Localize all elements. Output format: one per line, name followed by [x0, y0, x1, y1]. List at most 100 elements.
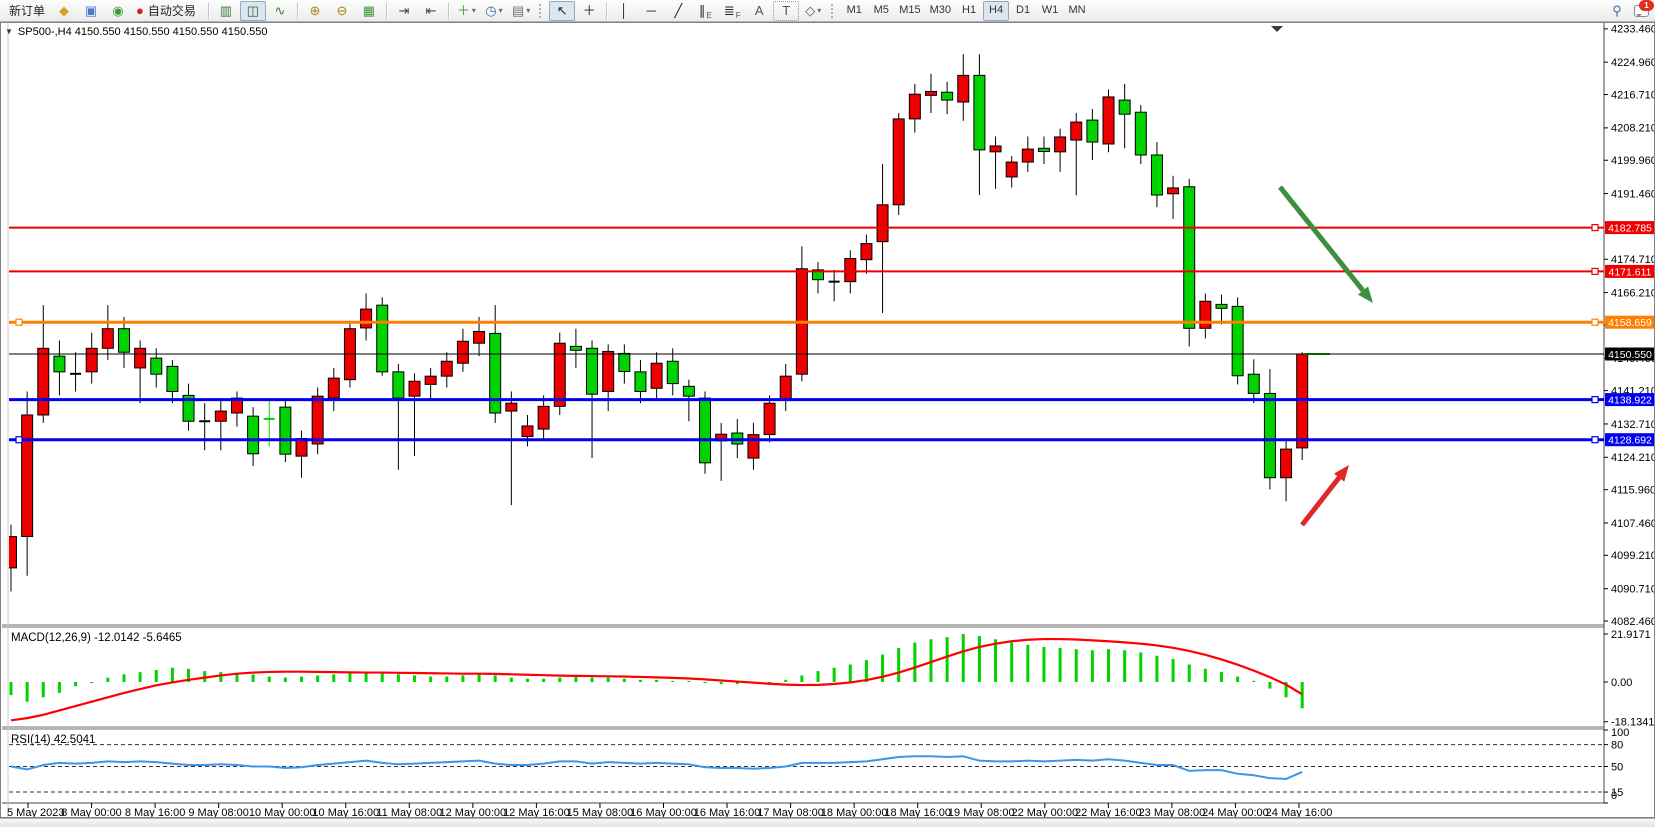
macd-histogram-bar [461, 675, 465, 682]
new-order-button[interactable]: 新订单 [9, 3, 46, 18]
timeframe-m1[interactable]: M1 [846, 4, 862, 16]
candle-body [117, 328, 130, 353]
text-label-icon[interactable]: T [773, 0, 800, 21]
up-arrow-head[interactable] [1334, 465, 1349, 482]
fibonacci-icon[interactable]: ≣ F [719, 1, 745, 21]
toolbar-grip[interactable] [831, 3, 836, 18]
periods-button[interactable]: ◷ ▾ [481, 1, 507, 21]
line-chart-icon[interactable]: ∿ [267, 1, 293, 21]
price-badge [1605, 264, 1654, 278]
horizontal-line-icon[interactable]: ─ [638, 1, 664, 21]
time-tick-label: 8 May 16:00 [125, 807, 186, 817]
candle-body [247, 415, 260, 455]
timeframe-w1[interactable]: W1 [1041, 4, 1059, 16]
gold-diamond-icon[interactable]: ◆ [51, 1, 77, 21]
collapse-icon[interactable]: ▼ [5, 27, 13, 36]
support-line-2-handle[interactable] [15, 436, 23, 444]
chart-shift-marker-icon[interactable] [1271, 26, 1283, 32]
candlestick-chart-icon-glyph: ◫ [246, 3, 260, 18]
trendline-icon[interactable]: ╱ [665, 1, 691, 21]
candlestick-chart-icon[interactable]: ◫ [239, 0, 266, 21]
auto-trading-button[interactable]: ● 自动交易 [132, 1, 204, 21]
macd-histogram-bar [267, 676, 271, 682]
candle-body [1118, 99, 1131, 115]
time-tick-label: 22 May 00:00 [1011, 807, 1078, 817]
pivot-line-handle[interactable] [15, 318, 23, 326]
macd-histogram-bar [671, 680, 675, 682]
macd-histogram-bar [945, 637, 949, 682]
zoom-in-icon[interactable]: ⊕ [302, 1, 328, 21]
chart-shift-icon[interactable]: ⇤ [418, 1, 444, 21]
timeframe-mn[interactable]: MN [1068, 4, 1086, 16]
macd-histogram-bar [1268, 682, 1272, 689]
candle-body [602, 350, 615, 392]
chart-shift-icon-glyph: ⇤ [425, 3, 437, 18]
signals-broadcast-icon[interactable]: ◉ [105, 1, 131, 21]
macd-histogram-bar [1187, 664, 1191, 682]
crosshair-icon[interactable]: ＋ [576, 1, 602, 21]
candle-body [182, 394, 195, 422]
chart-canvas[interactable]: 4233.460 4224.960 4216.710 4208.210 4199.960… [1, 23, 1654, 817]
add-indicator-glyph: ＋ [456, 3, 470, 18]
candle-body [85, 347, 98, 373]
add-indicator-button[interactable]: ＋ ▾ [453, 1, 480, 21]
up-arrow[interactable] [1300, 476, 1342, 527]
status-bar [0, 818, 1655, 827]
templates-glyph: ▤ [511, 3, 525, 18]
macd-histogram-bar [913, 642, 917, 682]
candle-body [973, 74, 986, 151]
macd-histogram-bar [1107, 649, 1111, 682]
time-tick-label: 12 May 00:00 [440, 807, 507, 817]
macd-histogram-bar [784, 679, 788, 682]
trendline-icon-glyph: ╱ [674, 3, 683, 18]
candle-body [908, 93, 921, 120]
auto-scroll-icon[interactable]: ⇥ [391, 1, 417, 21]
macd-histogram-bar [622, 678, 626, 682]
macd-histogram-bar [1236, 676, 1240, 682]
resistance-line-1-handle[interactable] [1591, 223, 1599, 232]
timeframe-h4[interactable]: H4 [983, 0, 1010, 21]
tile-windows-icon[interactable]: ▦ [356, 1, 382, 21]
down-arrow-head[interactable] [1357, 286, 1373, 303]
text-icon[interactable]: A [746, 1, 772, 21]
down-arrow[interactable] [1278, 185, 1365, 293]
plot-area [9, 26, 1604, 793]
support-line-2-handle[interactable] [1591, 436, 1599, 444]
toolbar-grip[interactable] [539, 3, 544, 18]
chat-icon[interactable]: 1 [1631, 0, 1654, 20]
pivot-line-handle[interactable] [1591, 318, 1599, 326]
equidistant-channel-icon[interactable]: ∥ E [692, 1, 718, 21]
timeframe-d1[interactable]: D1 [1016, 4, 1031, 16]
vertical-line-icon[interactable]: │ [611, 1, 637, 21]
templates-button[interactable]: ▤ ▾ [508, 1, 534, 21]
timeframe-m15[interactable]: M15 [899, 4, 921, 16]
tool-letter: E [706, 10, 712, 20]
bar-chart-icon[interactable]: ▥ [213, 1, 239, 21]
timeframe-m5[interactable]: M5 [873, 4, 889, 16]
support-line-1-handle[interactable] [1591, 396, 1599, 404]
time-tick-label: 17 May 08:00 [757, 807, 824, 817]
resistance-line-2-handle[interactable] [1591, 267, 1599, 276]
horizontal-line-icon-glyph: ─ [646, 3, 656, 18]
timeframe-m30[interactable]: M30 [929, 4, 952, 16]
macd-histogram-bar [977, 636, 981, 682]
macd-histogram-bar [881, 654, 885, 682]
macd-histogram-bar [187, 668, 191, 682]
macd-histogram-bar [1042, 646, 1046, 682]
timeframe-h1[interactable]: H1 [962, 4, 977, 16]
chart-title-bar[interactable]: ▼ SP500-,H4 4150.550 4150.550 4150.550 4… [5, 25, 267, 38]
candle-body [666, 360, 679, 385]
cursor-icon[interactable]: ↖ [549, 0, 576, 21]
candle-body [860, 243, 873, 261]
macd-histogram-bar [41, 682, 45, 698]
search-icon[interactable]: ⚲ [1604, 1, 1630, 21]
price-badge [1605, 393, 1654, 407]
zoom-out-icon[interactable]: ⊖ [329, 1, 355, 21]
macd-histogram-bar [1090, 650, 1094, 682]
candle-body [1215, 303, 1228, 309]
arrows-tool-icon[interactable]: ◇ ▾ [800, 1, 826, 21]
macd-histogram-bar [477, 674, 481, 682]
macd-histogram-bar [122, 674, 126, 682]
candle-body [1247, 373, 1260, 394]
terminal-window-icon[interactable]: ▣ [78, 1, 104, 21]
